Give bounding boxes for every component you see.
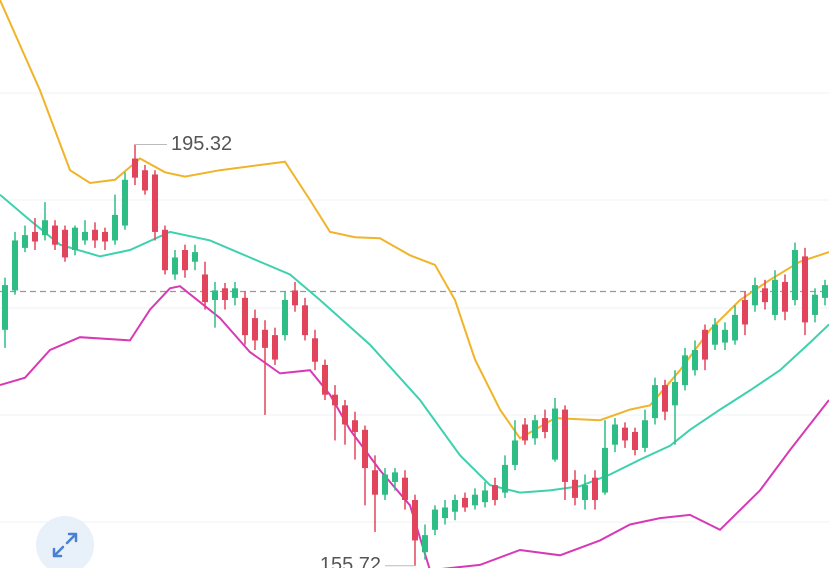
candle-body: [532, 420, 538, 439]
candle-body: [162, 229, 168, 271]
candle-body: [592, 477, 598, 501]
candle-body: [522, 424, 528, 441]
candle-body: [342, 405, 348, 425]
candle-body: [362, 429, 368, 469]
candle-body: [212, 290, 218, 301]
candle-body: [712, 324, 718, 345]
candle-body: [422, 535, 428, 553]
candle-body: [42, 220, 48, 236]
candle-body: [722, 329, 728, 343]
candle-body: [122, 179, 128, 226]
candle-body: [782, 281, 788, 312]
candle-body: [332, 394, 338, 406]
candle-body: [2, 285, 8, 330]
candle-body: [752, 285, 758, 306]
candle-body: [612, 424, 618, 445]
candle-body: [682, 355, 688, 386]
candle-body: [32, 231, 38, 242]
candle-body: [462, 497, 468, 508]
candle-body: [552, 408, 558, 460]
candle-body: [62, 229, 68, 258]
candle-body: [492, 485, 498, 501]
candle-body: [302, 305, 308, 336]
candle-body: [662, 385, 668, 412]
candle-body: [262, 329, 268, 348]
candle-body: [642, 420, 648, 448]
candle-body: [142, 170, 148, 191]
candle-body: [372, 470, 378, 495]
candle-body: [322, 364, 328, 395]
candle-body: [22, 235, 28, 248]
candle-body: [812, 294, 818, 315]
candle-body: [202, 274, 208, 303]
annotation-label: 195.32: [171, 133, 232, 155]
candle-body: [702, 329, 708, 360]
candle-body: [482, 490, 488, 503]
candle-body: [232, 288, 238, 298]
expand-button[interactable]: [36, 516, 94, 568]
candle-body: [152, 174, 158, 232]
candle-body: [402, 477, 408, 501]
candle-body: [82, 231, 88, 241]
candle-body: [352, 420, 358, 432]
band-line: [0, 193, 829, 494]
candle-body: [282, 300, 288, 336]
candle-body: [102, 231, 108, 242]
candle-body: [192, 252, 198, 262]
candle-body: [582, 485, 588, 501]
candle-body: [632, 431, 638, 451]
candle-body: [442, 507, 448, 519]
candle-body: [742, 300, 748, 325]
candle-body: [52, 225, 58, 245]
candle-body: [12, 240, 18, 291]
candle-body: [272, 335, 278, 360]
candle-body: [432, 509, 438, 530]
candle-body: [672, 381, 678, 406]
candle-body: [472, 494, 478, 506]
candle-body: [762, 288, 768, 303]
candle-body: [222, 288, 228, 301]
candle-body: [132, 158, 138, 178]
candle-body: [562, 409, 568, 482]
candle-body: [772, 279, 778, 315]
candle-body: [452, 500, 458, 512]
candle-body: [652, 385, 658, 419]
candle-body: [92, 229, 98, 241]
candle-body: [572, 479, 578, 498]
candle-body: [382, 474, 388, 495]
candle-body: [312, 338, 318, 362]
candle-body: [412, 500, 418, 541]
candle-body: [392, 472, 398, 482]
candle-body: [822, 285, 828, 298]
candle-body: [72, 227, 78, 251]
candle-body: [512, 440, 518, 465]
candle-body: [602, 447, 608, 493]
candle-body: [802, 256, 808, 323]
candle-body: [622, 427, 628, 441]
candle-body: [732, 314, 738, 341]
candle-body: [252, 318, 258, 341]
candle-body: [692, 350, 698, 371]
candle-body: [542, 418, 548, 432]
candle-body: [242, 297, 248, 336]
candle-body: [112, 214, 118, 241]
candle-body: [172, 257, 178, 275]
candle-body: [792, 250, 798, 301]
candle-body: [502, 464, 508, 493]
candle-body: [292, 290, 298, 306]
candle-body: [182, 250, 188, 271]
annotation-label: 155.72: [320, 554, 381, 568]
